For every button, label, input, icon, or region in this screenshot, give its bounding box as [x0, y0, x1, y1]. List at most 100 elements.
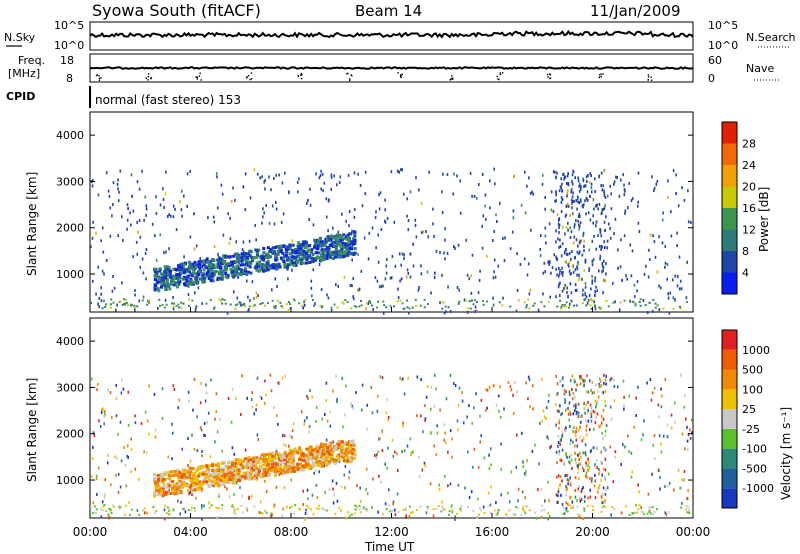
power-cell [164, 192, 167, 196]
velocity-cell [332, 487, 334, 491]
power-cell [318, 176, 321, 180]
velocity-cell [234, 462, 238, 465]
velocity-cell [568, 390, 571, 394]
velocity-cell [111, 416, 113, 419]
velocity-cell [130, 470, 132, 473]
velocity-cell [559, 458, 562, 462]
velocity-cell [252, 463, 256, 467]
velocity-cell [565, 408, 567, 412]
power-ground-cell [261, 302, 264, 305]
power-cell [324, 248, 328, 252]
velocity-cell [322, 448, 325, 452]
velocity-cell [579, 420, 582, 424]
power-cell [309, 250, 313, 254]
power-ground-cell [133, 304, 136, 307]
velocity-cell [249, 461, 253, 465]
velocity-ground-cell [153, 511, 156, 514]
power-cell [667, 179, 669, 183]
velocity-cell [321, 464, 325, 468]
velocity-cell [161, 416, 164, 420]
power-cell [305, 252, 309, 256]
power-cell [446, 252, 449, 255]
power-cell [185, 278, 189, 282]
power-cell [353, 215, 356, 219]
power-cell [109, 234, 112, 238]
power-cell [326, 293, 328, 297]
velocity-cell [273, 473, 277, 477]
power-cell [153, 288, 157, 292]
velocity-cell [320, 461, 324, 465]
velocity-cell [574, 444, 576, 448]
power-cell [302, 306, 304, 310]
power-cell [107, 189, 110, 193]
velocity-cell [670, 426, 673, 430]
power-cell [330, 242, 334, 246]
power-cell [591, 274, 593, 278]
velocity-cell [479, 414, 481, 418]
velocity-cell [145, 451, 148, 455]
velocity-cell [153, 477, 157, 481]
velocity-cell [179, 512, 181, 516]
velocity-cell [643, 419, 645, 423]
velocity-cell [386, 398, 389, 402]
power-cell [599, 257, 601, 261]
velocity-cell [601, 431, 604, 435]
velocity-cell [332, 389, 334, 393]
power-cell [549, 295, 552, 299]
velocity-cell [585, 471, 588, 475]
power-cell [576, 273, 578, 277]
power-cell [614, 300, 616, 304]
power-cell [243, 252, 247, 255]
power-ground-cell [358, 305, 361, 308]
power-cell [227, 212, 229, 216]
power-cell [345, 219, 347, 223]
power-cell [643, 272, 646, 276]
velocity-cell [605, 424, 608, 427]
power-cell [288, 247, 292, 251]
power-ground-cell [342, 302, 345, 305]
velocity-cell [586, 475, 588, 479]
velocity-cell [588, 460, 590, 464]
power-cell [167, 284, 171, 288]
velocity-cell [188, 492, 190, 496]
velocity-cell [485, 388, 488, 392]
power-cell [165, 170, 167, 174]
velocity-cell [392, 454, 395, 458]
power-cell [349, 232, 353, 236]
nave-dot [95, 74, 98, 77]
power-cell [604, 196, 607, 199]
power-cell [594, 276, 597, 280]
power-cell [255, 291, 258, 295]
velocity-cell [557, 444, 559, 448]
power-cell [528, 176, 530, 180]
power-ground-cell [104, 305, 107, 308]
power-cell [560, 305, 563, 309]
velocity-cell [116, 456, 119, 460]
velocity-cell [602, 408, 605, 412]
power-cell [459, 179, 461, 183]
velocity-colorbar-label: Velocity [m s⁻¹] [779, 407, 793, 500]
power-cell [258, 260, 262, 264]
velocity-cell [97, 466, 100, 470]
velocity-cell [604, 477, 606, 481]
power-cell [165, 280, 169, 283]
velocity-ground-cell [653, 511, 656, 514]
velocity-cell [407, 376, 409, 380]
velocity-ground-cell [231, 504, 234, 507]
power-cell [504, 236, 506, 240]
velocity-cell [600, 450, 603, 454]
power-cell [213, 245, 216, 249]
x-axis-label: Time UT [364, 540, 415, 554]
power-cell [478, 183, 480, 186]
power-cell [163, 265, 167, 269]
power-cell [566, 202, 569, 206]
velocity-cell [324, 413, 326, 416]
power-cell [305, 256, 309, 260]
power-cell [155, 271, 159, 275]
velocity-cell [651, 472, 653, 476]
velocity-cell [199, 472, 203, 476]
velocity-cell [597, 490, 599, 494]
power-cell [273, 251, 277, 255]
power-cell [609, 236, 612, 240]
power-cell [258, 262, 262, 266]
